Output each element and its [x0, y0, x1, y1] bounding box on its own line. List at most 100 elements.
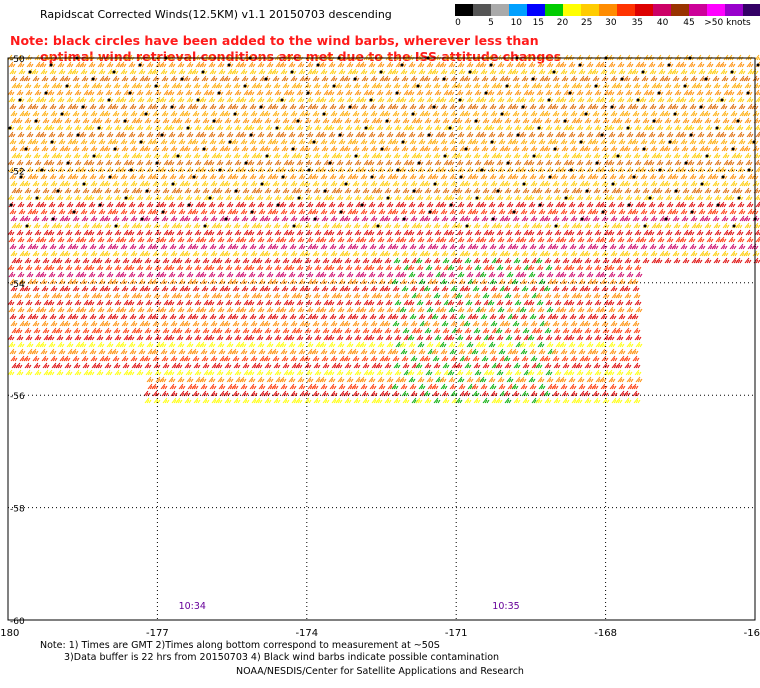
wind-barb [383, 250, 391, 257]
wind-barb [255, 327, 263, 334]
wind-barb [546, 306, 554, 313]
wind-barb [17, 131, 25, 138]
wind-barb [527, 159, 535, 166]
wind-barb [327, 124, 335, 131]
wind-barb [122, 82, 130, 89]
wind-barb [273, 82, 281, 89]
wind-barb [272, 110, 280, 117]
quality-flag-circle [496, 189, 500, 193]
wind-barb [322, 327, 330, 334]
wind-barb [168, 61, 176, 68]
wind-barb [79, 96, 87, 103]
wind-barb [218, 173, 226, 180]
wind-barb [370, 180, 378, 187]
wind-barb [215, 222, 223, 229]
wind-barb [210, 355, 218, 362]
wind-barb [242, 292, 250, 299]
wind-barb [119, 271, 127, 278]
wind-barb [71, 173, 79, 180]
wind-barb [384, 397, 392, 404]
legend-swatch [707, 4, 725, 16]
wind-barb [527, 334, 535, 341]
wind-barb [7, 159, 15, 166]
wind-barb [114, 229, 122, 236]
wind-barb [482, 152, 490, 159]
quality-flag-circle [396, 168, 400, 172]
wind-barb [232, 390, 240, 397]
wind-barb [600, 348, 608, 355]
wind-barb [7, 89, 15, 96]
wind-barb [402, 397, 410, 404]
wind-barb [626, 271, 634, 278]
wind-barb [25, 334, 33, 341]
wind-barb [231, 138, 239, 145]
wind-barb [375, 82, 383, 89]
wind-barb [623, 180, 631, 187]
wind-barb [473, 292, 481, 299]
wind-barb [232, 250, 240, 257]
wind-barb [311, 103, 319, 110]
wind-barb [56, 159, 64, 166]
wind-barb [159, 96, 167, 103]
quality-flag-circle [674, 189, 678, 193]
wind-barb [569, 68, 577, 75]
wind-barb [233, 327, 241, 334]
wind-barb [119, 96, 127, 103]
wind-barb [368, 376, 376, 383]
wind-barb [359, 96, 367, 103]
quality-flag-circle [459, 175, 463, 179]
wind-barb [544, 152, 552, 159]
wind-barb [207, 159, 215, 166]
wind-barb [569, 383, 577, 390]
wind-barb [514, 264, 522, 271]
wind-barb [591, 68, 599, 75]
wind-barb [591, 208, 599, 215]
quality-flag-circle [144, 112, 148, 116]
wind-barb [345, 194, 353, 201]
wind-barb [8, 236, 16, 243]
wind-barb [287, 229, 295, 236]
wind-barb [498, 173, 506, 180]
wind-barb [609, 313, 617, 320]
wind-barb [16, 194, 24, 201]
wind-barb [578, 243, 586, 250]
wind-barb [72, 215, 80, 222]
wind-barb [74, 264, 82, 271]
wind-barb [346, 271, 354, 278]
wind-barb [39, 341, 47, 348]
wind-barb [210, 285, 218, 292]
wind-barb [209, 243, 217, 250]
wind-barb [671, 208, 679, 215]
wind-barb [481, 320, 489, 327]
wind-barb [361, 110, 369, 117]
wind-barb [272, 215, 280, 222]
wind-barb [345, 299, 353, 306]
wind-barb [626, 236, 634, 243]
wind-barb [697, 96, 705, 103]
wind-barb [482, 292, 490, 299]
wind-barb [346, 376, 354, 383]
wind-barb [241, 285, 249, 292]
wind-barb [343, 355, 351, 362]
wind-barb [624, 327, 632, 334]
wind-barb [249, 243, 257, 250]
quality-flag-circle [217, 91, 221, 95]
wind-barb [535, 397, 543, 404]
wind-barb [457, 341, 465, 348]
wind-barb [690, 215, 698, 222]
wind-barb [272, 145, 280, 152]
wind-barb [42, 327, 50, 334]
wind-barb [560, 208, 568, 215]
wind-barb [242, 117, 250, 124]
wind-barb [15, 187, 23, 194]
quality-flag-circle [18, 98, 22, 102]
wind-barb [527, 229, 535, 236]
wind-barb [322, 257, 330, 264]
wind-barb [368, 236, 376, 243]
wind-barb [703, 145, 711, 152]
quality-flag-circle [465, 224, 469, 228]
wind-barb [698, 68, 706, 75]
wind-barb [247, 264, 255, 271]
wind-barb [626, 341, 634, 348]
wind-barb [375, 397, 383, 404]
